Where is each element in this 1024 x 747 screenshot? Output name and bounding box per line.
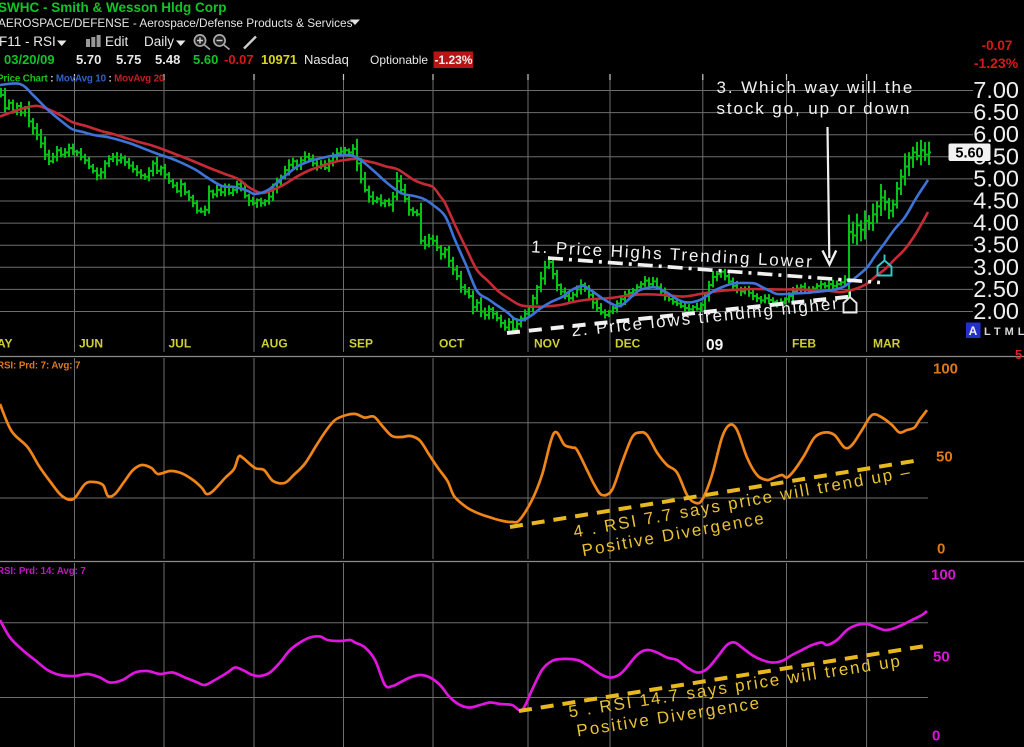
svg-text:Optionable: Optionable	[370, 53, 428, 67]
svg-text:MAR: MAR	[873, 337, 901, 351]
svg-text:5.00: 5.00	[973, 165, 1019, 191]
svg-text:3. Which way will the: 3. Which way will the	[717, 78, 915, 97]
svg-text:Nasdaq: Nasdaq	[304, 52, 349, 67]
svg-text:2.50: 2.50	[973, 276, 1019, 302]
svg-text:SWHC - Smith & Wesson Hldg C: SWHC - Smith & Wesson Hldg Corp	[0, 0, 227, 15]
svg-text:09: 09	[706, 337, 724, 354]
svg-text:-0.07: -0.07	[982, 38, 1013, 53]
svg-text:-0.07: -0.07	[224, 52, 254, 67]
svg-text:50: 50	[933, 649, 950, 666]
svg-text:4.00: 4.00	[973, 210, 1019, 236]
svg-text:5.75: 5.75	[116, 52, 141, 67]
svg-text:JUN: JUN	[79, 337, 103, 351]
svg-text:A: A	[969, 324, 978, 338]
svg-text:FEB: FEB	[792, 337, 816, 351]
svg-text:LTML: LTML	[984, 326, 1024, 338]
svg-text:0: 0	[937, 541, 945, 558]
svg-text:2.00: 2.00	[973, 298, 1019, 324]
svg-text:6.50: 6.50	[973, 99, 1019, 125]
svg-text:4.50: 4.50	[973, 188, 1019, 214]
svg-text:RSI: Prd: 14: Avg: 7: RSI: Prd: 14: Avg: 7	[0, 566, 86, 577]
svg-text:JUL: JUL	[169, 337, 192, 351]
svg-text:F11 - RSI: F11 - RSI	[0, 34, 56, 49]
svg-text:Daily: Daily	[144, 34, 174, 49]
svg-text:MAY: MAY	[0, 337, 13, 351]
svg-text:-1.23%: -1.23%	[434, 53, 472, 67]
svg-text:stock go, up or down: stock go, up or down	[717, 99, 912, 118]
svg-text:NOV: NOV	[534, 337, 560, 351]
svg-text:5: 5	[1015, 347, 1022, 362]
svg-text:3.00: 3.00	[973, 254, 1019, 280]
svg-text:AUG: AUG	[261, 337, 288, 351]
svg-text:100: 100	[931, 567, 956, 584]
svg-text:03/20/09: 03/20/09	[4, 52, 55, 67]
svg-text:3.50: 3.50	[973, 232, 1019, 258]
svg-text:AEROSPACE/DEFENSE - Aerospace/: AEROSPACE/DEFENSE - Aerospace/Defense Pr…	[0, 16, 353, 30]
svg-text:6.00: 6.00	[973, 121, 1019, 147]
svg-text:SEP: SEP	[349, 337, 373, 351]
svg-text:5.60: 5.60	[193, 52, 218, 67]
svg-text:OCT: OCT	[439, 337, 465, 351]
svg-text:RSI: Prd: 7: Avg: 7: RSI: Prd: 7: Avg: 7	[0, 361, 81, 372]
svg-text:DEC: DEC	[615, 337, 641, 351]
svg-text:0: 0	[932, 728, 940, 745]
svg-text:10971: 10971	[261, 52, 297, 67]
svg-text:5.60: 5.60	[955, 146, 983, 162]
svg-text:5.48: 5.48	[155, 52, 180, 67]
svg-text:Price Chart : MovAvg 10 : MovA: Price Chart : MovAvg 10 : MovAvg 20	[0, 74, 165, 85]
svg-text:50: 50	[936, 449, 953, 466]
svg-text:7.00: 7.00	[973, 77, 1019, 103]
svg-text:-1.23%: -1.23%	[974, 55, 1019, 71]
svg-text:5.70: 5.70	[76, 52, 101, 67]
svg-text:100: 100	[933, 361, 958, 378]
svg-text:Edit: Edit	[105, 34, 129, 49]
